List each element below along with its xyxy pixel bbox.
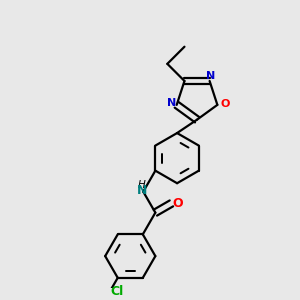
Text: H: H [138, 180, 146, 190]
Text: N: N [136, 184, 147, 197]
Text: N: N [167, 98, 176, 108]
Text: O: O [172, 197, 183, 211]
Text: O: O [220, 99, 230, 109]
Text: Cl: Cl [110, 285, 124, 298]
Text: N: N [206, 71, 215, 81]
